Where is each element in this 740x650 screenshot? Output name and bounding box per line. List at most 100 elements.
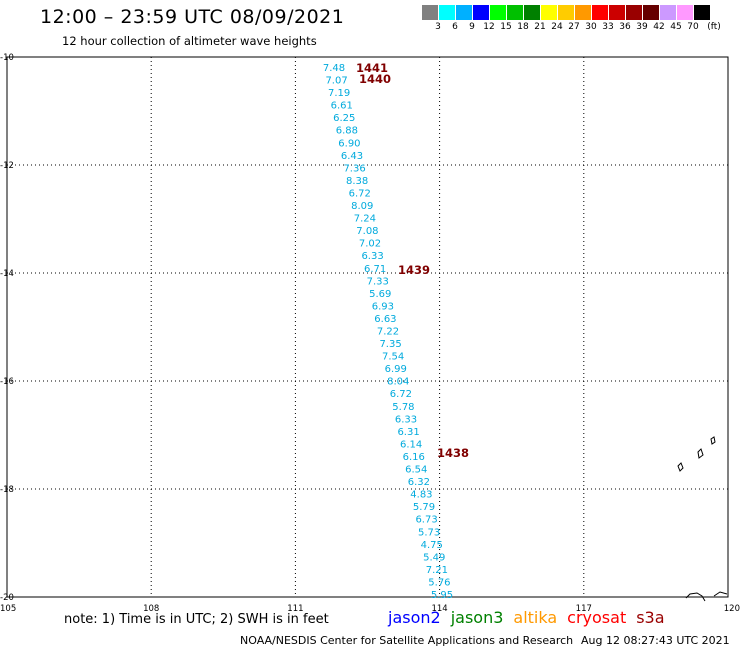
time-label: 1440 bbox=[359, 72, 391, 86]
wave-height-value: 6.90 bbox=[338, 138, 360, 149]
wave-height-value: 6.72 bbox=[390, 389, 412, 400]
legend-label: 6 bbox=[452, 22, 458, 32]
islands bbox=[677, 436, 728, 602]
legend-label: 15 bbox=[500, 22, 512, 32]
wave-height-value: 6.93 bbox=[372, 301, 394, 312]
legend-swatch bbox=[558, 5, 575, 20]
map-grid bbox=[6, 56, 729, 598]
sat-jason3: jason3 bbox=[450, 608, 504, 627]
legend-label: 36 bbox=[619, 22, 631, 32]
altimeter-track: 7.48 7.077.19 6.616.25 6.886.90 6.437.36 8.38… bbox=[323, 63, 453, 601]
legend-swatch bbox=[473, 5, 490, 20]
legend-label: 9 bbox=[469, 22, 475, 32]
wave-height-value: 6.61 bbox=[331, 101, 353, 112]
wave-height-value: 7.02 bbox=[359, 239, 381, 250]
legend-swatch bbox=[609, 5, 626, 20]
legend-swatch bbox=[422, 5, 439, 20]
lat-label: -20 bbox=[0, 593, 14, 603]
lon-label: 108 bbox=[143, 604, 159, 614]
wave-height-value: 6.43 bbox=[341, 151, 363, 162]
footer-note: note: 1) Time is in UTC; 2) SWH is in fe… bbox=[64, 612, 329, 627]
wave-height-value: 6.54 bbox=[405, 465, 427, 476]
legend-swatch bbox=[592, 5, 609, 20]
legend-label: 18 bbox=[517, 22, 529, 32]
legend-label: 33 bbox=[602, 22, 614, 32]
map-subtitle: 12 hour collection of altimeter wave hei… bbox=[62, 34, 317, 48]
time-label: 1439 bbox=[398, 263, 430, 277]
legend-swatch bbox=[660, 5, 677, 20]
legend-label: 42 bbox=[653, 22, 665, 32]
wave-height-value: 7.33 bbox=[367, 276, 389, 287]
legend-label: (ft) bbox=[707, 22, 721, 32]
wave-height-value: 8.04 bbox=[387, 377, 409, 388]
wave-height-value: 7.48 bbox=[323, 63, 345, 74]
generation-timestamp: Aug 12 08:27:43 UTC 2021 bbox=[581, 634, 730, 647]
legend-swatch bbox=[507, 5, 524, 20]
wave-height-value: 7.22 bbox=[377, 327, 399, 338]
legend-label: 24 bbox=[551, 22, 563, 32]
wave-height-value: 6.14 bbox=[400, 439, 422, 450]
wave-height-value: 5.78 bbox=[392, 402, 414, 413]
lon-label: 111 bbox=[287, 604, 303, 614]
legend-swatch bbox=[490, 5, 507, 20]
legend-label: 45 bbox=[670, 22, 682, 32]
wave-height-value: 6.99 bbox=[385, 364, 407, 375]
sat-s3a: s3a bbox=[636, 608, 665, 627]
map-title: 12:00 – 23:59 UTC 08/09/2021 bbox=[40, 6, 345, 28]
legend-swatch bbox=[456, 5, 473, 20]
wave-height-value: 6.16 bbox=[403, 452, 425, 463]
legend-label: 39 bbox=[636, 22, 648, 32]
legend-label: 3 bbox=[435, 22, 441, 32]
wave-height-value: 5.76 bbox=[428, 577, 450, 588]
legend-swatch bbox=[643, 5, 660, 20]
legend-swatch bbox=[439, 5, 456, 20]
legend-swatch bbox=[677, 5, 694, 20]
wave-height-value: 5.69 bbox=[369, 289, 391, 300]
island-1 bbox=[677, 462, 684, 472]
lon-label: 114 bbox=[431, 604, 447, 614]
wave-height-value: 6.63 bbox=[374, 314, 396, 325]
legend-label: 21 bbox=[534, 22, 546, 32]
sat-altika: altika bbox=[513, 608, 558, 627]
wave-height-value: 7.35 bbox=[379, 339, 401, 350]
wave-height-value: 5.79 bbox=[413, 502, 435, 513]
island-2 bbox=[697, 448, 704, 459]
legend-label: 27 bbox=[568, 22, 580, 32]
wave-height-value: 5.49 bbox=[423, 552, 445, 563]
wave-height-value: 6.73 bbox=[415, 515, 437, 526]
lat-label: -10 bbox=[0, 53, 14, 63]
wave-height-value: 7.24 bbox=[354, 214, 376, 225]
lat-label: -12 bbox=[0, 161, 14, 171]
coastline-2 bbox=[713, 591, 728, 597]
map-frame bbox=[6, 56, 729, 598]
lat-label: -16 bbox=[0, 377, 14, 387]
legend-label: 30 bbox=[585, 22, 597, 32]
wave-height-value: 4.75 bbox=[421, 540, 443, 551]
wave-height-value: 7.07 bbox=[325, 76, 347, 87]
sat-jason2: jason2 bbox=[388, 608, 441, 627]
wave-height-value: 6.72 bbox=[349, 188, 371, 199]
wave-height-value: 6.25 bbox=[333, 113, 355, 124]
legend-swatch bbox=[575, 5, 592, 20]
wave-height-value: 7.54 bbox=[382, 352, 404, 363]
lat-label: -18 bbox=[0, 485, 14, 495]
lon-label: 117 bbox=[576, 604, 592, 614]
color-legend bbox=[422, 5, 711, 20]
island-3 bbox=[710, 436, 716, 445]
lat-label: -14 bbox=[0, 269, 14, 279]
legend-label: 70 bbox=[687, 22, 699, 32]
lon-label: 120 bbox=[724, 604, 740, 614]
wave-height-value: 5.73 bbox=[418, 527, 440, 538]
wave-height-value: 8.09 bbox=[351, 201, 373, 212]
legend-label: 12 bbox=[483, 22, 495, 32]
legend-swatch bbox=[626, 5, 643, 20]
wave-height-value: 6.32 bbox=[408, 477, 430, 488]
wave-height-value: 7.19 bbox=[328, 88, 350, 99]
credit-line: NOAA/NESDIS Center for Satellite Applica… bbox=[240, 634, 574, 647]
wave-height-value: 7.36 bbox=[343, 163, 365, 174]
time-label: 1438 bbox=[437, 446, 469, 460]
legend-swatch bbox=[541, 5, 558, 20]
sat-cryosat: cryosat bbox=[567, 608, 627, 627]
